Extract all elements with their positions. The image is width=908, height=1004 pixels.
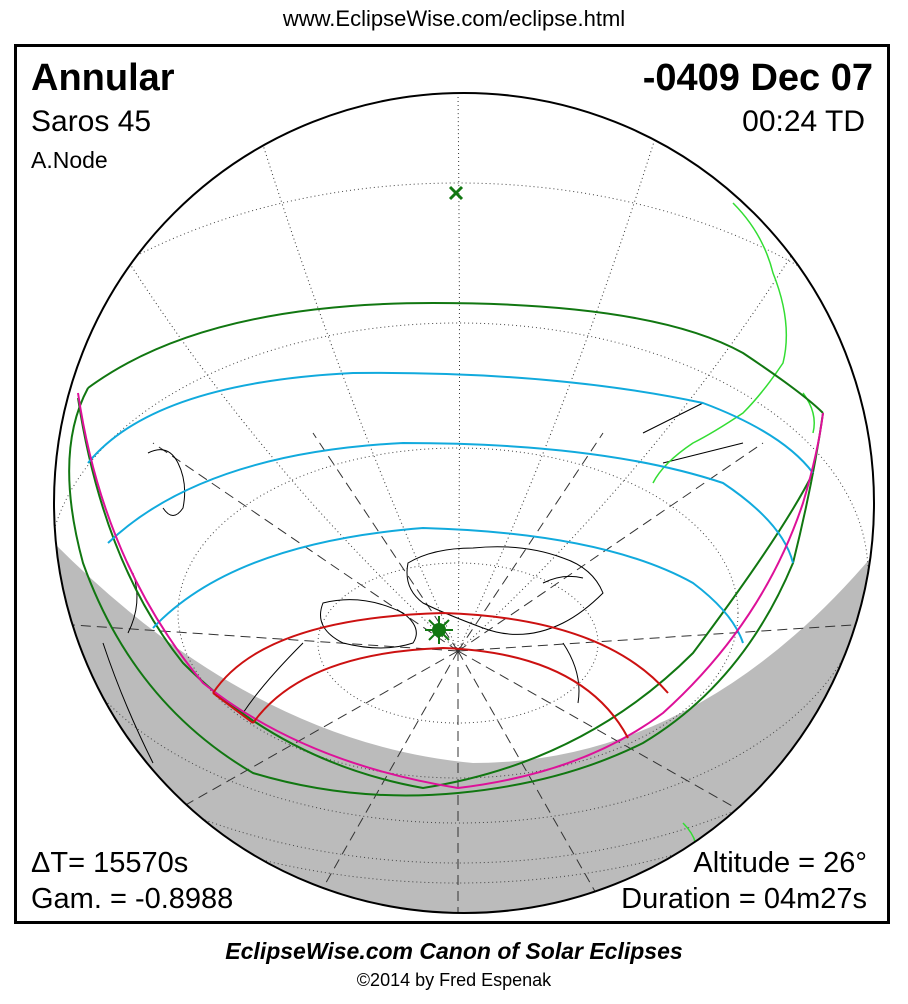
delta-t: ΔT= 15570s [31, 847, 189, 879]
eclipse-time: 00:24 TD [742, 105, 865, 138]
night-region [54, 543, 874, 913]
copyright: ©2014 by Fred Espenak [356, 970, 552, 990]
canon-title: EclipseWise.com Canon of Solar Eclipses [225, 938, 683, 964]
x-marker [448, 185, 464, 201]
rise-set-curves [77, 392, 824, 790]
sun-altitude: Altitude = 26° [693, 847, 867, 879]
coastlines [102, 402, 744, 764]
gamma-value: Gam. = -0.8988 [31, 883, 234, 915]
star-marker [425, 616, 453, 644]
globe-outline [53, 92, 875, 914]
globe-map [53, 92, 875, 914]
eclipse-map-frame: Annular Saros 45 A.Node -0409 Dec 07 00:… [14, 44, 890, 924]
magnitude-curves [87, 371, 814, 644]
eclipse-type: Annular [31, 57, 175, 99]
saros-number: Saros 45 [31, 105, 152, 138]
node-label: A.Node [31, 147, 108, 173]
penumbral-limits [68, 301, 824, 797]
eclipse-date: -0409 Dec 07 [642, 57, 873, 99]
central-path [212, 611, 669, 739]
source-url[interactable]: www.EclipseWise.com/eclipse.html [282, 6, 626, 31]
central-duration: Duration = 04m27s [621, 883, 867, 915]
meridians [54, 432, 874, 913]
